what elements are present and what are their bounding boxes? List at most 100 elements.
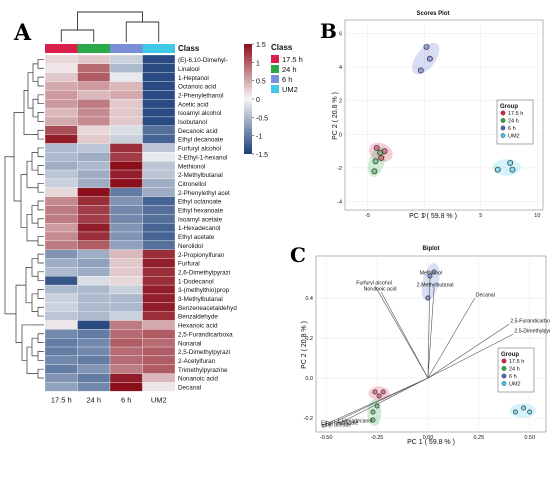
loading-vector	[374, 285, 429, 379]
dendrogram-branch	[37, 253, 44, 264]
heatmap-cell	[77, 205, 111, 215]
dendrogram-branch	[4, 156, 16, 315]
heatmap-cell	[77, 178, 111, 188]
heatmap-cell	[142, 276, 176, 286]
heatmap-cell	[44, 338, 78, 348]
dendrogram-branch	[60, 29, 95, 42]
heatmap-cell	[77, 90, 111, 100]
data-point	[373, 144, 380, 151]
heatmap-cell	[109, 293, 143, 303]
heatmap-cell	[142, 346, 176, 357]
heatmap-cell	[142, 293, 176, 303]
heatmap-cell	[142, 214, 176, 224]
row-label: 2-Phenylethyl acet	[178, 190, 230, 197]
heatmap-cell	[77, 373, 111, 383]
heatmap-cell	[44, 161, 78, 171]
heatmap-cell	[77, 338, 111, 348]
loading-vector	[427, 333, 514, 379]
x-tick-label: -0.25	[371, 435, 384, 441]
row-label: 2,6-Dimethylpyrazi	[178, 269, 230, 276]
legend-label: UM2	[509, 382, 521, 388]
legend-title: Group	[500, 104, 518, 110]
panel-label-a: A	[13, 20, 32, 46]
heatmap-cell	[77, 54, 111, 65]
row-label: 2,5-Dimethylpyrazi	[178, 349, 230, 356]
row-label: Nonanal	[178, 340, 201, 347]
colorbar: 1.5 1 0.5 0 -0.5 -1 -1.5	[244, 42, 268, 159]
colorbar-tick-label: 1.5	[256, 42, 266, 49]
heatmap-cell	[109, 90, 143, 100]
class-legend-label: 6 h	[282, 75, 292, 84]
heatmap-cell	[44, 187, 78, 197]
row-label: 2-Propionylfuran	[178, 252, 225, 259]
row-label: Methionol	[178, 163, 205, 170]
heatmap-cell	[109, 284, 143, 295]
loading-label: Nonanoic acid	[364, 287, 397, 293]
dendrogram-branch	[77, 11, 143, 30]
heatmap-cell	[77, 81, 111, 91]
heatmap-cell	[142, 382, 176, 392]
column-labels: 17.5 h 24 h 6 h UM2	[51, 395, 167, 404]
data-point	[423, 43, 430, 50]
heatmap-cell	[44, 214, 78, 224]
heatmap-cell	[142, 134, 176, 144]
row-label: Octanoic acid	[178, 84, 217, 91]
legend-marker	[501, 373, 507, 379]
heatmap-cell	[77, 107, 111, 118]
data-point	[494, 166, 501, 173]
heatmap-cell	[44, 249, 78, 259]
dendrogram-branch	[20, 174, 27, 228]
row-label: Decanal	[178, 385, 201, 392]
dendrogram-branch	[31, 337, 38, 357]
heatmap-cell	[142, 373, 176, 383]
data-point	[513, 409, 518, 415]
row-label: Acetic acid	[178, 101, 209, 108]
heatmap-cell	[142, 107, 176, 118]
loading-vector	[427, 297, 476, 379]
heatmap-cell	[142, 54, 176, 65]
heatmap-cell	[77, 311, 111, 321]
group-ellipse	[368, 386, 390, 401]
class-color-cell	[77, 44, 110, 53]
dendrogram-branch	[37, 129, 44, 140]
loading-vector	[427, 323, 510, 379]
scores-title: Scores Plot	[416, 11, 449, 17]
row-label: Isobutanol	[178, 119, 207, 126]
heatmap-cell	[44, 364, 78, 374]
y-tick-label: 0	[339, 132, 342, 138]
legend-marker	[501, 366, 507, 371]
data-point	[521, 405, 527, 411]
dendrogram-branch	[37, 94, 44, 105]
row-label: Ethyl decanoate	[178, 137, 224, 144]
colorbar-tick-label: 0	[256, 97, 260, 104]
heatmap-cell	[142, 169, 176, 180]
heatmap-cell	[142, 240, 176, 250]
dendrogram-branch	[37, 76, 44, 87]
heatmap-cell	[142, 161, 176, 171]
group-ellipse	[412, 42, 440, 75]
heatmap-cell	[44, 63, 78, 73]
loading-label: 2,5-Furandicarboxaldehyde	[510, 319, 550, 325]
dendrogram-branch	[23, 90, 38, 135]
data-point	[372, 158, 379, 165]
row-label: Furfuryl alcohol	[178, 146, 221, 153]
dendrogram-branch	[32, 98, 38, 118]
heatmap-cell	[109, 302, 143, 312]
heatmap-cell	[44, 99, 78, 109]
row-dendrogram	[4, 59, 44, 379]
heatmap-cell	[142, 125, 176, 135]
heatmap-cell	[109, 258, 143, 268]
legend-label: UM2	[508, 134, 520, 140]
heatmap-cell	[77, 293, 111, 303]
heatmap-cell	[44, 143, 78, 153]
legend-label: 17.5 h	[508, 111, 523, 117]
heatmap-cell	[77, 99, 111, 109]
heatmap-cell	[142, 143, 176, 153]
data-point	[374, 403, 380, 409]
row-label: 2-Methylbutanal	[178, 172, 223, 179]
heatmap-cell	[109, 205, 143, 215]
y-tick-label: -4	[337, 200, 342, 206]
row-label: Linalool	[178, 66, 200, 73]
row-label: 1-Heptanol	[178, 75, 209, 82]
heatmap-cell	[44, 240, 78, 250]
